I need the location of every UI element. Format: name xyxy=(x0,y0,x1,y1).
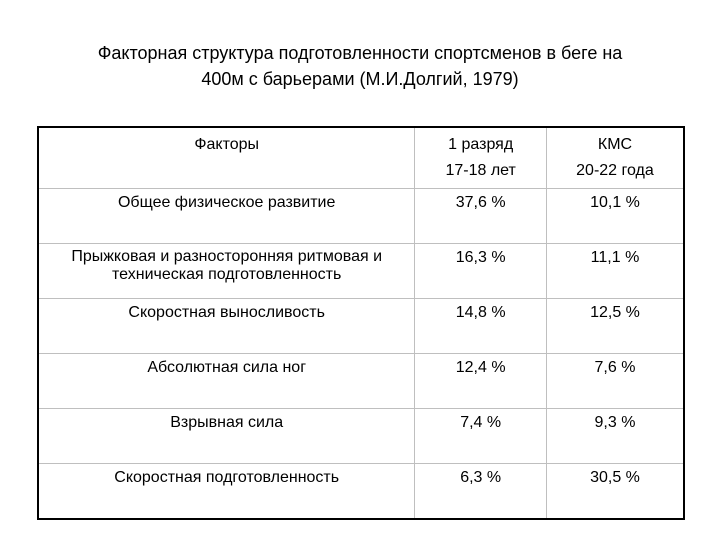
first-category-value: 7,4 % xyxy=(414,408,547,464)
kms-value: 7,6 % xyxy=(545,353,685,409)
table-row: Прыжковая и разносторонняя ритмовая и те… xyxy=(37,243,685,299)
header-factors: Факторы xyxy=(37,126,416,189)
first-category-value: 16,3 % xyxy=(414,243,547,299)
table-header-row: Факторы 1 разряд 17-18 лет КМС 20-22 год… xyxy=(37,126,685,189)
header-kms-line-1: КМС xyxy=(597,136,633,153)
table-row: Скоростная подготовленность 6,3 % 30,5 % xyxy=(37,463,685,520)
factor-cell: Прыжковая и разносторонняя ритмовая и те… xyxy=(37,243,416,299)
header-kms: КМС 20-22 года xyxy=(545,126,685,189)
table-row: Взрывная сила 7,4 % 9,3 % xyxy=(37,408,685,464)
first-category-value: 6,3 % xyxy=(414,463,547,520)
first-category-value: 37,6 % xyxy=(414,188,547,244)
first-category-value: 14,8 % xyxy=(414,298,547,354)
table-row: Абсолютная сила ног 12,4 % 7,6 % xyxy=(37,353,685,409)
table-row: Общее физическое развитие 37,6 % 10,1 % xyxy=(37,188,685,244)
first-category-value: 12,4 % xyxy=(414,353,547,409)
header-kms-line-2: 20-22 года xyxy=(576,162,654,179)
factor-cell: Скоростная подготовленность xyxy=(37,463,416,520)
factor-structure-table: Факторы 1 разряд 17-18 лет КМС 20-22 год… xyxy=(37,126,685,520)
header-first-category-line-2: 17-18 лет xyxy=(445,162,516,179)
factor-cell: Взрывная сила xyxy=(37,408,416,464)
kms-value: 30,5 % xyxy=(545,463,685,520)
header-factors-label: Факторы xyxy=(194,136,260,153)
page-title-line-2: 400м с барьерами (М.И.Долгий, 1979) xyxy=(201,69,519,89)
kms-value: 9,3 % xyxy=(545,408,685,464)
header-first-category-line-1: 1 разряд xyxy=(448,136,514,153)
kms-value: 11,1 % xyxy=(545,243,685,299)
table-row: Скоростная выносливость 14,8 % 12,5 % xyxy=(37,298,685,354)
page-title: Факторная структура подготовленности спо… xyxy=(40,40,680,92)
factor-cell: Общее физическое развитие xyxy=(37,188,416,244)
kms-value: 12,5 % xyxy=(545,298,685,354)
header-first-category: 1 разряд 17-18 лет xyxy=(414,126,547,189)
factor-cell: Скоростная выносливость xyxy=(37,298,416,354)
factor-cell: Абсолютная сила ног xyxy=(37,353,416,409)
page-title-line-1: Факторная структура подготовленности спо… xyxy=(97,43,623,63)
kms-value: 10,1 % xyxy=(545,188,685,244)
